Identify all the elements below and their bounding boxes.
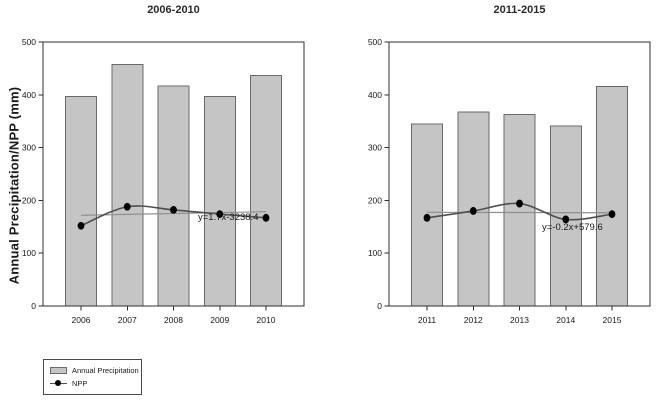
x-tick-label: 2010 [257,315,276,325]
x-tick-label: 2014 [556,315,575,325]
y-tick-label: 300 [368,143,382,153]
y-tick-label: 0 [377,301,382,311]
legend-label-precipitation: Annual Precipitation [72,366,139,375]
chart-2006-2010: 2006-2010 0 100 200 300 400 500 2006 2007 2008 20… [0,0,330,345]
chart-title: 2006-2010 [147,4,200,16]
y-tick-label: 100 [22,248,36,258]
y-tick-label: 200 [368,195,382,205]
precipitation-bar [250,74,282,307]
x-tick-label: 2013 [510,315,529,325]
legend-item-npp: NPP [50,377,141,390]
legend-label-npp: NPP [72,379,88,388]
x-tick-label: 2015 [603,315,622,325]
trend-equation-label: y=-0.2x+579.6 [542,222,603,233]
bar-swatch-icon [50,367,67,374]
precipitation-bar [157,85,190,307]
x-tick-label: 2008 [164,315,183,325]
precipitation-bar [503,113,536,307]
npp-point [562,215,570,224]
npp-point [516,199,523,208]
npp-point [170,206,177,214]
precipitation-bar [596,85,628,307]
npp-point [608,210,616,219]
y-tick-label: 0 [31,301,36,311]
dot-swatch-marker [55,380,61,387]
chart-plot-svg: 0 100 200 300 400 500 2006 2007 2008 2009 2010 [22,37,305,325]
line-dot-swatch-icon [50,380,67,388]
trend-equation-label: y=1.7x-3238.4 [198,212,259,223]
npp-point [77,221,85,230]
npp-point [123,202,131,211]
chart-title: 2011-2015 [493,4,546,16]
y-tick-label: 500 [22,37,36,47]
precipitation-bar [111,64,144,307]
legend: Annual Precipitation NPP [43,359,142,395]
npp-point [216,210,224,219]
chart-2011-2015: 2011-2015 0 100 200 300 400 500 2011 2012 2013 20… [346,0,657,345]
x-tick-label: 2009 [210,315,229,325]
y-tick-label: 500 [368,37,382,47]
x-tick-label: 2006 [72,315,91,325]
chart-plot-svg: 0 100 200 300 400 500 2011 2012 2013 2014 2015 [368,37,651,325]
x-tick-label: 2011 [418,315,437,325]
y-tick-label: 400 [22,90,36,100]
legend-item-precipitation: Annual Precipitation [50,364,141,377]
x-tick-label: 2007 [118,315,137,325]
y-tick-label: 400 [368,90,382,100]
npp-point [469,207,477,215]
npp-point [423,213,431,222]
y-tick-label: 300 [22,143,36,153]
x-tick-label: 2012 [464,315,483,325]
y-tick-label: 100 [368,248,382,258]
precipitation-bar [203,95,236,307]
y-tick-label: 200 [22,195,36,205]
precipitation-bar [65,95,97,307]
npp-point [262,213,270,222]
